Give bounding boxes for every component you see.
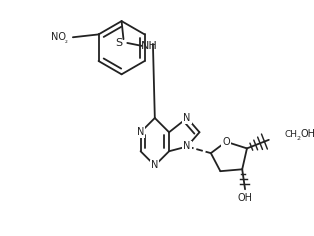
Text: NO: NO [51,32,66,42]
Text: OH: OH [238,193,252,203]
Text: 2: 2 [296,136,300,141]
Text: OH: OH [300,129,314,139]
Text: N: N [183,142,191,152]
Text: N: N [183,113,191,123]
Text: N: N [151,160,159,170]
Text: CH: CH [285,130,298,139]
Text: NH: NH [141,41,158,51]
Text: ₂: ₂ [64,38,67,44]
Text: S: S [115,38,122,48]
Text: O: O [222,137,230,147]
Text: N: N [137,127,144,137]
